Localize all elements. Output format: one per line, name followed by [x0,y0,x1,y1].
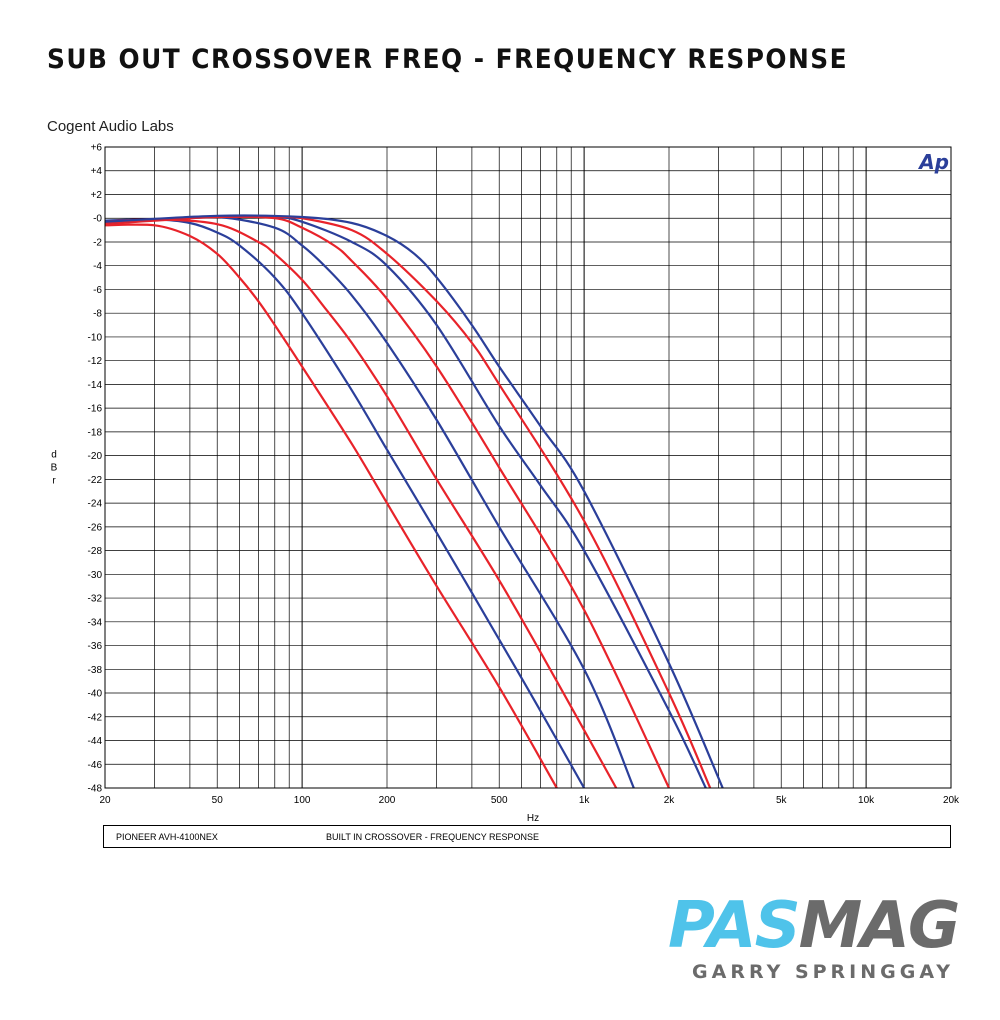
response-curve [104,218,618,789]
y-axis-label-char: r [52,476,56,487]
y-tick-label: -38 [88,665,103,676]
y-tick-label: -2 [93,237,102,248]
measurement-description: BUILT IN CROSSOVER - FREQUENCY RESPONSE [326,832,540,842]
y-tick-label: -34 [88,617,103,628]
brand-mag: MAG [798,889,961,963]
response-curve [104,223,558,789]
y-tick-label: -30 [88,570,103,581]
x-tick-label: 50 [212,795,224,806]
footer-info-box: PIONEER AVH-4100NEX BUILT IN CROSSOVER -… [103,825,951,848]
y-tick-label: -32 [88,594,103,605]
y-tick-label: -10 [88,332,103,343]
y-tick-label: -36 [88,641,103,652]
pasmag-logo: PASMAG [668,893,960,959]
y-tick-label: +2 [91,190,103,201]
x-axis-label: Hz [527,813,539,824]
source-label: Cogent Audio Labs [47,118,174,135]
y-tick-label: +4 [91,166,103,177]
response-curve [104,214,724,789]
y-tick-label: -8 [93,309,102,320]
y-tick-label: -0 [93,214,102,225]
x-tick-label: 500 [491,795,508,806]
response-curve [104,218,586,789]
response-curve [104,215,635,789]
y-tick-label: -48 [88,784,103,795]
y-axis-label-char: B [51,463,58,474]
frequency-response-chart: +6 +4 +2 -0 -2 -4 -6 -8 -10 -12 -14 -16 -18 -20 -22 -24… [51,143,960,825]
plot-frame [104,146,952,789]
y-tick-label: -22 [88,475,103,486]
x-tick-label: 1k [579,795,591,806]
x-tick-labels: 20 50 100 200 500 1k 2k 5k 10k 20k [99,795,960,806]
y-tick-label: -26 [88,522,103,533]
y-tick-label: -46 [88,760,103,771]
y-tick-label: -14 [88,380,103,391]
page-title: SUB OUT CROSSOVER FREQ - FREQUENCY RESPO… [47,44,849,75]
ap-logo: Ap [917,150,949,174]
y-tick-label: -18 [88,427,103,438]
y-tick-label: -24 [88,499,103,510]
y-tick-label: -12 [88,356,103,367]
y-tick-label: +6 [91,143,103,154]
x-tick-label: 20k [943,795,960,806]
brand-pas: PAS [668,889,801,963]
y-tick-label: -28 [88,546,103,557]
brand-block: PASMAG GARRY SPRINGGAY [668,893,960,983]
response-curves [104,214,724,789]
x-tick-label: 10k [858,795,875,806]
y-tick-label: -6 [93,285,102,296]
y-tick-label: -40 [88,689,103,700]
x-tick-label: 20 [99,795,111,806]
x-tick-label: 2k [664,795,676,806]
y-tick-label: -44 [88,736,103,747]
y-axis-label-char: d [51,450,57,461]
author-name: GARRY SPRINGGAY [692,961,954,983]
response-curve [104,215,712,789]
y-axis-label: dBr [51,450,58,487]
device-name: PIONEER AVH-4100NEX [116,832,218,842]
x-tick-label: 5k [776,795,788,806]
x-tick-label: 100 [294,795,311,806]
y-tick-label: -20 [88,451,103,462]
y-tick-label: -16 [88,404,103,415]
y-tick-label: -4 [93,261,102,272]
x-tick-label: 200 [379,795,396,806]
y-tick-label: -42 [88,712,103,723]
response-curve [104,215,707,789]
y-tick-labels: +6 +4 +2 -0 -2 -4 -6 -8 -10 -12 -14 -16 -18 -20 -22 -24… [88,143,103,795]
